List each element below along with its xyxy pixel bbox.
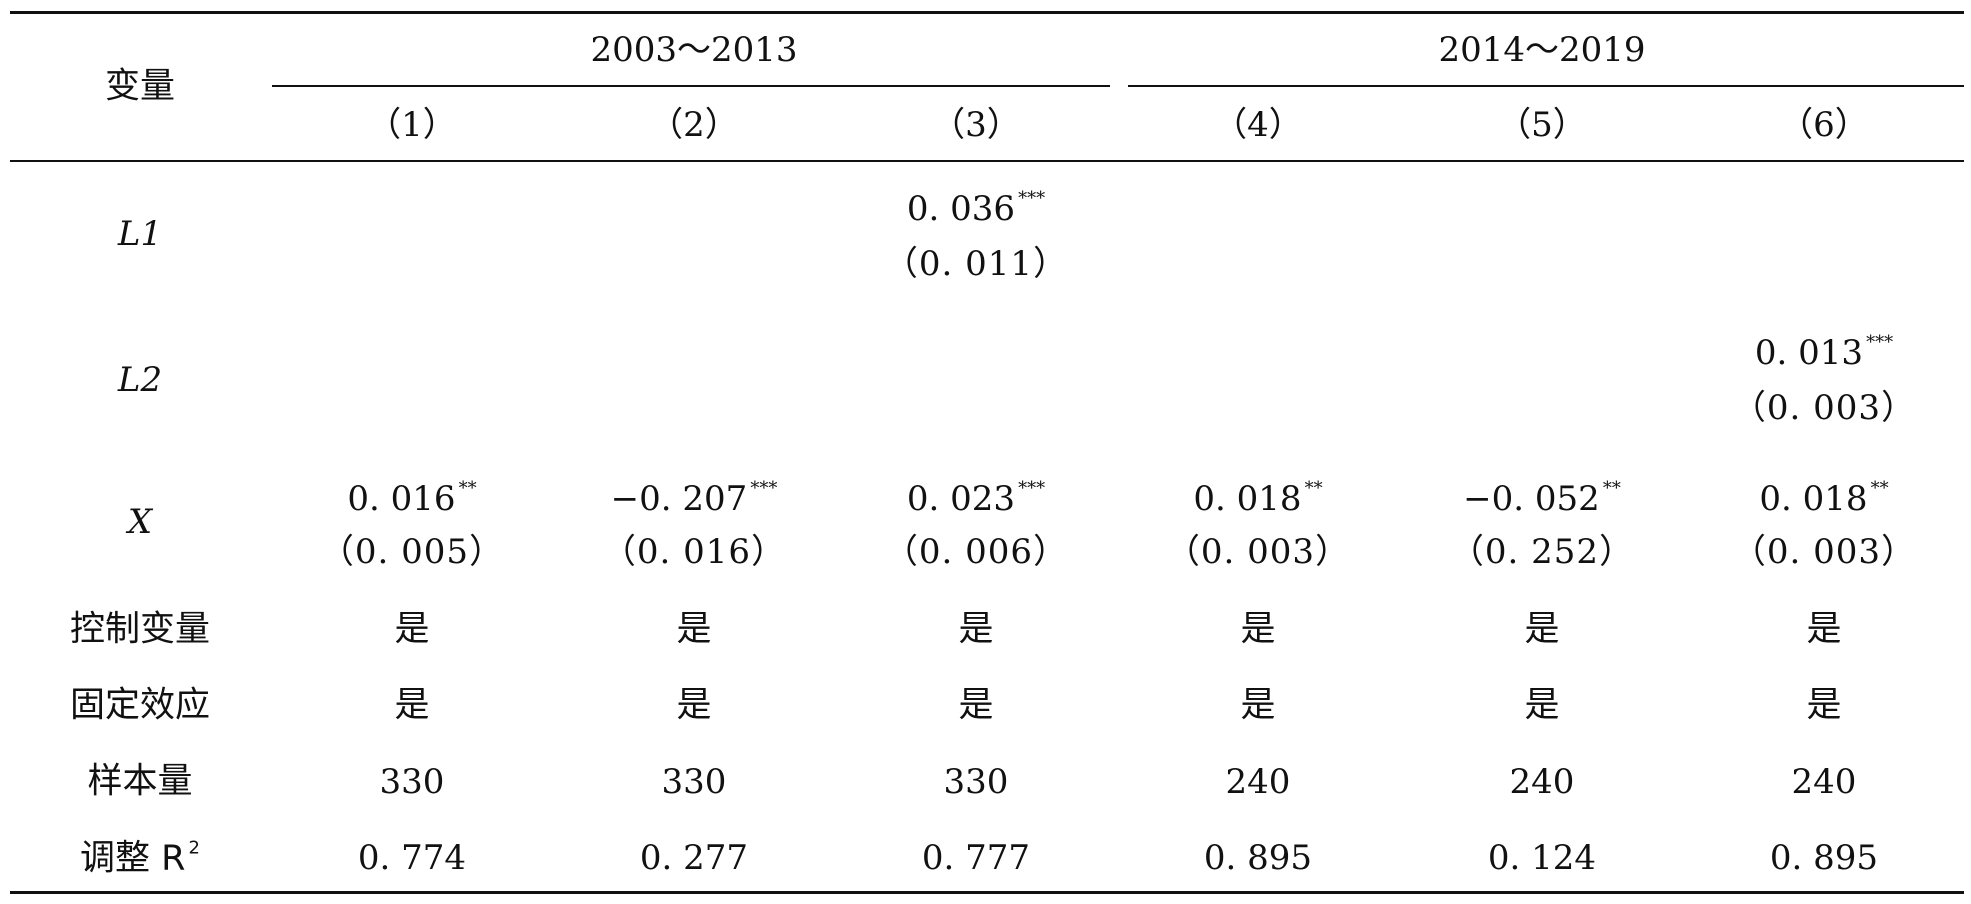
row-label-controls: 控制变量	[69, 609, 211, 650]
x-coef-col2: −0. 207 ***	[610, 478, 778, 519]
column-header-5: （5）	[1497, 105, 1587, 145]
controls-col4: 是	[1240, 609, 1276, 650]
significance-stars: **	[1602, 478, 1621, 499]
significance-stars: **	[1304, 478, 1323, 499]
l1-coef-col3: 0. 036 ***	[906, 188, 1046, 229]
column-header-2: （2）	[649, 105, 739, 145]
significance-stars: ***	[750, 478, 778, 499]
table-top-rule	[10, 11, 1964, 14]
adjusted-r2-label-superscript: 2	[188, 837, 200, 859]
sample-size-col2: 330	[661, 762, 727, 802]
coefficient-value: 0. 023	[906, 479, 1016, 519]
adjusted-r2-col4: 0. 895	[1203, 838, 1313, 878]
adjusted-r2-label-text: 调整 R	[80, 838, 186, 879]
column-header-6: （6）	[1779, 105, 1869, 145]
adjusted-r2-col2: 0. 277	[639, 838, 749, 878]
fixed-effects-col5: 是	[1524, 685, 1560, 726]
sample-size-col6: 240	[1791, 762, 1857, 802]
column-header-1: （1）	[367, 105, 457, 145]
group-rule-2003-2013	[272, 85, 1110, 87]
x-se-col3: （0. 006）	[883, 532, 1069, 572]
significance-stars: **	[1870, 478, 1889, 499]
sample-size-col1: 330	[379, 762, 445, 802]
coefficient-value: 0. 018	[1759, 479, 1868, 519]
x-coef-col3: 0. 023 ***	[906, 478, 1046, 519]
fixed-effects-col4: 是	[1240, 685, 1276, 726]
x-coef-col5: −0. 052 **	[1463, 478, 1621, 519]
coefficient-value: −0. 207	[610, 479, 748, 519]
table-bottom-rule	[10, 891, 1964, 894]
controls-col6: 是	[1806, 609, 1842, 650]
fixed-effects-col6: 是	[1806, 685, 1842, 726]
x-se-col5: （0. 252）	[1449, 532, 1635, 572]
controls-col1: 是	[394, 609, 430, 650]
row-label-l1: L1	[117, 214, 163, 254]
group-header-2014-2019: 2014～2019	[1438, 30, 1646, 70]
fixed-effects-col2: 是	[676, 685, 712, 726]
controls-col2: 是	[676, 609, 712, 650]
coefficient-value: 0. 016	[347, 479, 456, 519]
significance-stars: ***	[1866, 332, 1894, 353]
adjusted-r2-col1: 0. 774	[357, 838, 467, 878]
significance-stars: ***	[1018, 478, 1046, 499]
x-coef-col4: 0. 018 **	[1193, 478, 1323, 519]
row-label-sample-size: 样本量	[87, 761, 193, 802]
sample-size-col4: 240	[1225, 762, 1291, 802]
coefficient-value: 0. 036	[906, 189, 1016, 229]
column-header-4: （4）	[1213, 105, 1303, 145]
row-label-x: X	[127, 502, 153, 542]
significance-stars: ***	[1018, 188, 1046, 209]
adjusted-r2-col5: 0. 124	[1487, 838, 1597, 878]
x-coef-col6: 0. 018 **	[1759, 478, 1889, 519]
x-se-col1: （0. 005）	[319, 532, 505, 572]
coefficient-value: 0. 018	[1193, 479, 1302, 519]
group-rule-2014-2019	[1128, 85, 1964, 87]
row-label-l2: L2	[117, 360, 163, 400]
adjusted-r2-col6: 0. 895	[1769, 838, 1879, 878]
controls-col3: 是	[958, 609, 994, 650]
x-coef-col1: 0. 016 **	[347, 478, 477, 519]
l1-se-col3: （0. 011）	[883, 244, 1069, 284]
sample-size-col5: 240	[1509, 762, 1575, 802]
x-se-col6: （0. 003）	[1731, 532, 1917, 572]
sample-size-col3: 330	[943, 762, 1009, 802]
x-se-col2: （0. 016）	[601, 532, 787, 572]
coefficient-value: 0. 013	[1754, 333, 1864, 373]
row-label-fixed-effects: 固定效应	[69, 685, 211, 726]
l2-coef-col6: 0. 013 ***	[1754, 332, 1894, 373]
coefficient-value: −0. 052	[1463, 479, 1600, 519]
group-header-2003-2013: 2003～2013	[590, 30, 798, 70]
significance-stars: **	[458, 478, 477, 499]
controls-col5: 是	[1524, 609, 1560, 650]
fixed-effects-col3: 是	[958, 685, 994, 726]
variable-header: 变量	[104, 66, 176, 107]
adjusted-r2-col3: 0. 777	[921, 838, 1031, 878]
header-bottom-rule	[10, 160, 1964, 162]
fixed-effects-col1: 是	[394, 685, 430, 726]
x-se-col4: （0. 003）	[1165, 532, 1351, 572]
column-header-3: （3）	[931, 105, 1021, 145]
l2-se-col6: （0. 003）	[1731, 388, 1917, 428]
